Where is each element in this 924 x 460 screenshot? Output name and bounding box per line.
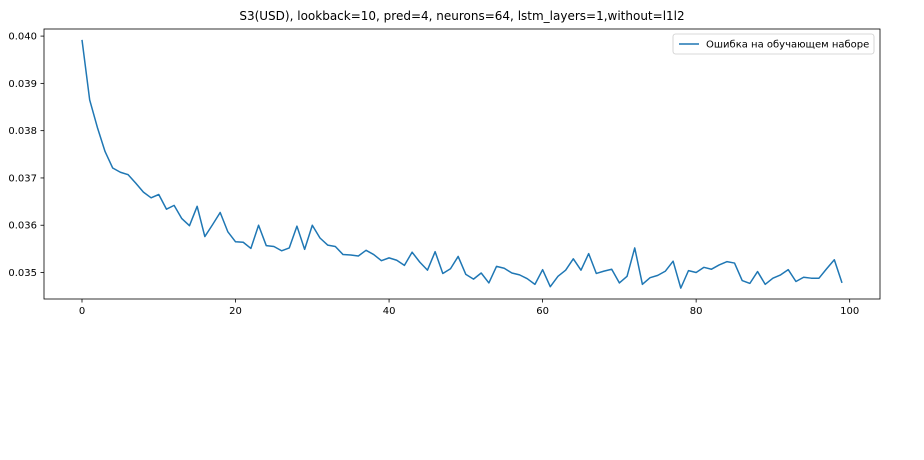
x-tick-label: 40 <box>383 306 396 317</box>
y-tick-label: 0.039 <box>8 79 37 90</box>
y-tick-label: 0.036 <box>8 221 37 232</box>
legend: Ошибка на обучающем наборе <box>672 33 875 55</box>
x-tick-label: 100 <box>840 306 859 317</box>
legend-label: Ошибка на обучающем наборе <box>706 40 869 51</box>
x-tick-label: 60 <box>536 306 549 317</box>
chart-title: S3(USD), lookback=10, pred=4, neurons=64… <box>239 9 684 23</box>
y-tick-label: 0.037 <box>8 173 37 184</box>
x-tick-label: 80 <box>690 306 703 317</box>
series-layer <box>81 39 843 289</box>
y-tick-label: 0.035 <box>8 268 37 279</box>
y-tick-label: 0.040 <box>8 32 37 43</box>
y-tick-label: 0.038 <box>8 126 37 137</box>
legend-box <box>672 33 875 55</box>
plot-frame <box>43 28 881 300</box>
axes: 0 20 40 60 80 100 0.035 0.036 0.037 0.038 0.039 0.0… <box>8 28 881 317</box>
series-line-0 <box>81 39 843 289</box>
x-tick-label: 20 <box>229 306 242 317</box>
x-tick-label: 0 <box>79 306 85 317</box>
